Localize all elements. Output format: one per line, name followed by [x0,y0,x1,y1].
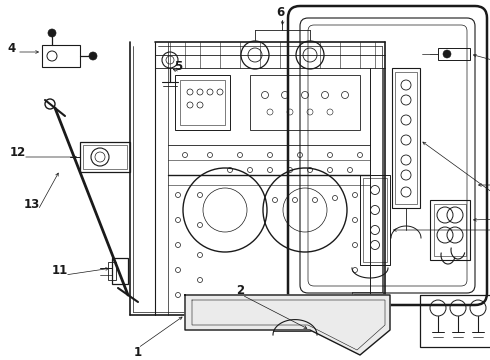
Bar [180,80,225,125]
Circle shape [48,29,56,37]
Bar [175,75,230,130]
Bar [273,313,317,331]
Circle shape [443,50,451,58]
Bar [395,72,417,204]
Bar [112,258,128,284]
Bar [420,295,490,347]
Circle shape [89,52,97,60]
Text: 1: 1 [134,346,142,359]
Text: 13: 13 [24,198,40,211]
Bar [434,204,466,256]
Bar [80,142,130,172]
Polygon shape [185,295,390,355]
Bar [42,45,80,67]
Bar [363,178,387,262]
Text: 6: 6 [276,5,284,18]
Bar [392,68,420,208]
Bar [250,75,360,130]
Bar [438,48,470,60]
Text: 2: 2 [236,284,244,297]
Bar [83,145,127,169]
Text: 4: 4 [8,41,16,54]
Bar [108,262,116,280]
Text: 12: 12 [10,145,26,158]
Text: 11: 11 [52,264,68,276]
Bar [430,200,470,260]
Text: 5: 5 [174,59,182,72]
Bar [360,175,390,265]
